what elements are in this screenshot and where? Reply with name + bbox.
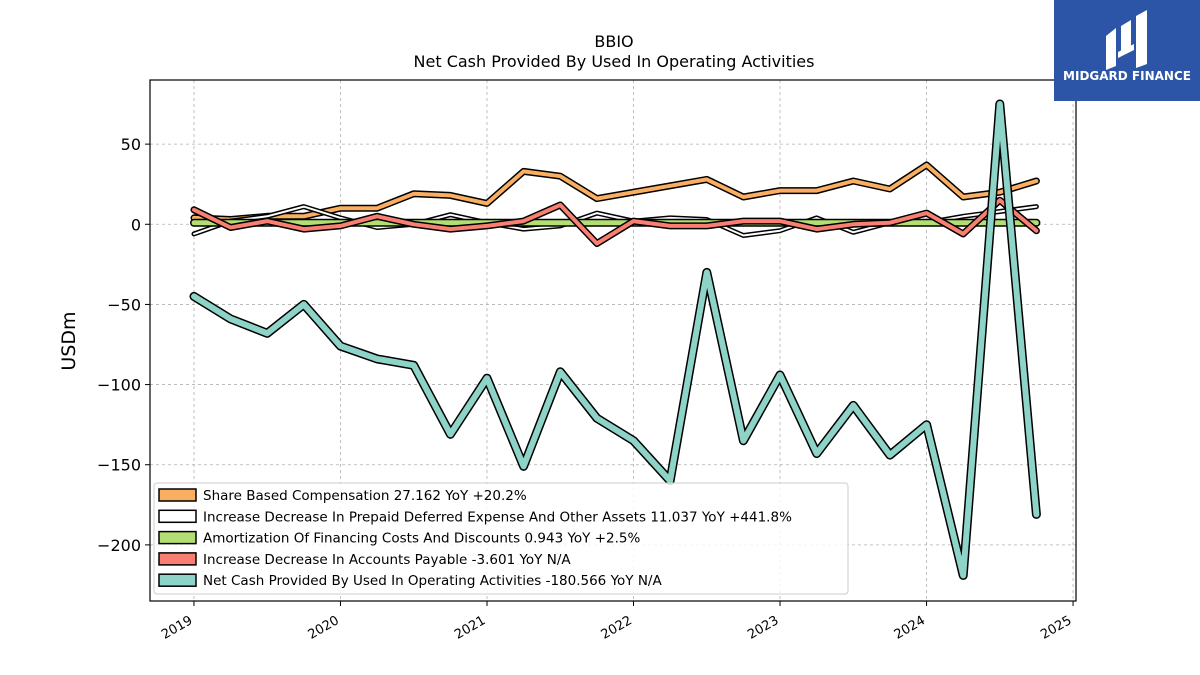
logo-text: MIDGARD FINANCE <box>1063 69 1191 83</box>
series-line-net-cash-provided-by-used-in-operating-activities <box>191 101 1040 579</box>
y-axis-label: USDm <box>58 311 80 370</box>
legend-label-share-based-compensation: Share Based Compensation 27.162 YoY +20.… <box>203 488 527 504</box>
legend-label-amortization-of-financing-costs-and-discounts: Amortization Of Financing Costs And Disc… <box>203 531 640 547</box>
y-tick-label: −200 <box>97 536 141 555</box>
y-axis-ticks: 50 0 −50 −100 −150 −200 <box>97 135 150 555</box>
logo-mark-icon <box>1106 10 1147 70</box>
legend-label-increase-decrease-in-accounts-payable: Increase Decrease In Accounts Payable -3… <box>203 552 571 568</box>
chart-subtitle: Net Cash Provided By Used In Operating A… <box>414 52 815 71</box>
series-line-increase-decrease-in-accounts-payable <box>192 198 1039 246</box>
y-tick-label: −150 <box>97 456 141 475</box>
legend-label-increase-decrease-in-prepaid-deferred-expense-and-other-assets: Increase Decrease In Prepaid Deferred Ex… <box>203 509 792 525</box>
legend-swatch-share-based-compensation <box>158 488 197 502</box>
series-lines <box>189 99 1041 580</box>
y-tick-label: −50 <box>107 295 141 314</box>
series-line-share-based-compensation <box>192 163 1039 222</box>
legend-swatch-amortization-of-financing-costs-and-discounts <box>158 530 197 545</box>
y-tick-label: 0 <box>131 215 141 234</box>
legend: Share Based Compensation 27.162 YoY +20.… <box>153 482 849 595</box>
legend-swatch-increase-decrease-in-accounts-payable <box>158 552 197 566</box>
legend-label-net-cash-provided-by-used-in-operating-activities: Net Cash Provided By Used In Operating A… <box>203 573 662 589</box>
y-tick-label: −100 <box>97 376 141 395</box>
legend-entries: Share Based Compensation 27.162 YoY +20.… <box>158 488 792 589</box>
plot-area-frame <box>149 79 1077 602</box>
legend-box <box>153 482 849 595</box>
legend-swatch-net-cash-provided-by-used-in-operating-activities <box>158 573 197 587</box>
brand-logo: MIDGARD FINANCE <box>1054 0 1200 101</box>
legend-swatch-increase-decrease-in-prepaid-deferred-expense-and-other-assets <box>158 509 197 524</box>
chart-title: BBIO <box>594 32 633 51</box>
y-tick-label: 50 <box>121 135 141 154</box>
